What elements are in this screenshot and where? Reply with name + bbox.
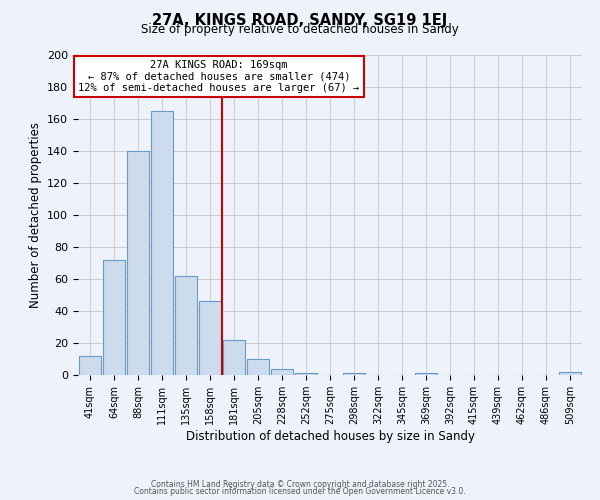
X-axis label: Distribution of detached houses by size in Sandy: Distribution of detached houses by size … bbox=[185, 430, 475, 443]
Bar bbox=[271, 368, 293, 375]
Text: Size of property relative to detached houses in Sandy: Size of property relative to detached ho… bbox=[141, 24, 459, 36]
Text: Contains public sector information licensed under the Open Government Licence v3: Contains public sector information licen… bbox=[134, 487, 466, 496]
Bar bbox=[415, 374, 437, 375]
Y-axis label: Number of detached properties: Number of detached properties bbox=[29, 122, 41, 308]
Bar bbox=[295, 374, 317, 375]
Bar bbox=[223, 340, 245, 375]
Bar bbox=[151, 111, 173, 375]
Bar bbox=[247, 359, 269, 375]
Text: 27A, KINGS ROAD, SANDY, SG19 1EJ: 27A, KINGS ROAD, SANDY, SG19 1EJ bbox=[152, 12, 448, 28]
Text: Contains HM Land Registry data © Crown copyright and database right 2025.: Contains HM Land Registry data © Crown c… bbox=[151, 480, 449, 489]
Bar bbox=[199, 302, 221, 375]
Bar bbox=[559, 372, 581, 375]
Bar bbox=[127, 151, 149, 375]
Bar bbox=[79, 356, 101, 375]
Text: 27A KINGS ROAD: 169sqm
← 87% of detached houses are smaller (474)
12% of semi-de: 27A KINGS ROAD: 169sqm ← 87% of detached… bbox=[79, 60, 360, 93]
Bar bbox=[175, 276, 197, 375]
Bar bbox=[343, 374, 365, 375]
Bar bbox=[103, 260, 125, 375]
